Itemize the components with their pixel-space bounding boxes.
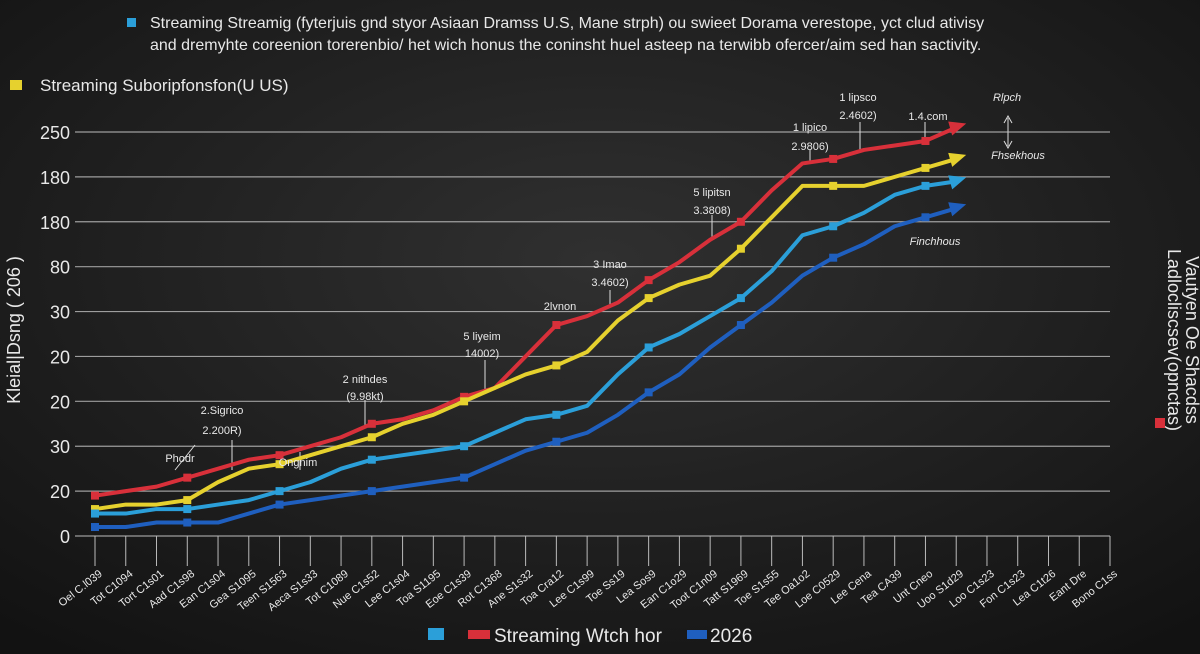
legend-swatch: [428, 628, 444, 640]
point: [460, 442, 469, 451]
point: [367, 487, 376, 496]
right-label: Vautyen Oe Shacdss: [1182, 256, 1200, 424]
y-tick-label: 0: [60, 527, 70, 547]
annotation: (9.98kt): [346, 391, 383, 403]
point: [921, 163, 930, 172]
legend-title: Streaming Suboripfonsfon(U US): [40, 76, 289, 95]
right-marker: [1155, 418, 1165, 428]
annotation: 1.4.com: [908, 111, 947, 123]
annotation: Rlpch: [993, 92, 1021, 104]
point: [91, 505, 99, 514]
point: [552, 410, 561, 419]
point: [921, 136, 930, 145]
series-line: [95, 206, 957, 530]
point: [183, 505, 192, 514]
point: [829, 154, 838, 163]
y-tick-label: 20: [50, 347, 70, 367]
y-tick-label: 80: [50, 258, 70, 278]
point: [644, 276, 653, 285]
point: [460, 473, 469, 482]
point: [921, 213, 930, 222]
point: [275, 460, 284, 469]
arrowhead: [948, 152, 967, 167]
legend-swatch: [687, 630, 707, 639]
annotation: 5 liyeim: [463, 331, 500, 343]
legend-marker: [10, 80, 22, 90]
annotation: 2lvnon: [544, 301, 576, 313]
point: [644, 294, 653, 303]
point: [829, 222, 838, 231]
title-marker: [127, 18, 136, 27]
point: [552, 437, 561, 446]
point: [183, 496, 192, 505]
point: [367, 455, 376, 464]
y-tick-label: 20: [50, 392, 70, 412]
annotation: Phodr: [165, 453, 195, 465]
chart-title: Streaming Streamig (fyterjuis gnd styor …: [150, 15, 984, 32]
annotation: 2.Sigrico: [201, 405, 244, 417]
annotation: Ongnim: [279, 457, 318, 469]
point: [367, 433, 376, 442]
point: [736, 217, 745, 226]
arrowhead: [948, 202, 967, 217]
arrowhead: [948, 175, 967, 190]
annotation: 2.9806): [791, 141, 828, 153]
annotation: 3.4602): [591, 277, 628, 289]
point: [275, 451, 284, 460]
point: [367, 419, 376, 428]
chart-title: and dremyhte coreenion torerenbio/ het w…: [150, 37, 981, 54]
y-tick-label: 20: [50, 482, 70, 502]
series-line: [94, 157, 957, 512]
point: [829, 181, 838, 190]
y-tick-label: 180: [40, 168, 70, 188]
arrowhead: [948, 121, 967, 136]
point: [644, 343, 653, 352]
annotation: Finchhous: [910, 236, 961, 248]
point: [91, 523, 99, 532]
annotation: 2 nithdes: [343, 374, 388, 386]
series-line: [95, 179, 957, 516]
point: [460, 392, 469, 401]
point: [736, 321, 745, 330]
annotation: 3 Imao: [593, 259, 627, 271]
leader-line: [174, 444, 196, 471]
right-label: Ladlocliscsev(opnctas): [1164, 249, 1184, 431]
point: [829, 253, 838, 262]
point: [552, 321, 561, 330]
legend-label: 2026: [710, 626, 752, 647]
y-tick-label: 250: [40, 123, 70, 143]
annotation: 3.3808): [693, 205, 730, 217]
point: [183, 518, 192, 527]
point: [644, 388, 653, 397]
annotation: 1 lipsco: [839, 92, 876, 104]
annotation: 2.4602): [839, 110, 876, 122]
point: [275, 487, 284, 496]
y-tick-label: 30: [50, 437, 70, 457]
series-line: [94, 125, 958, 498]
point: [460, 397, 469, 406]
y-tick-label: 180: [40, 213, 70, 233]
y-axis-label: Kleial|Dsng ( 206 ): [4, 256, 24, 404]
point: [736, 244, 745, 253]
point: [91, 491, 99, 500]
point: [736, 294, 745, 303]
annotation: 1 lipico: [793, 122, 827, 134]
legend-label: Streaming Wtch hor: [494, 626, 663, 647]
legend-swatch: [468, 630, 490, 639]
point: [91, 509, 99, 518]
annotation: 5 lipitsn: [693, 187, 730, 199]
annotation: Fhsekhous: [991, 150, 1045, 162]
point: [921, 181, 930, 190]
point: [275, 500, 284, 509]
annotation: 14002): [465, 348, 499, 360]
point: [183, 473, 192, 482]
annotation: 2.200R): [202, 425, 241, 437]
y-tick-label: 30: [50, 303, 70, 323]
point: [552, 361, 561, 370]
